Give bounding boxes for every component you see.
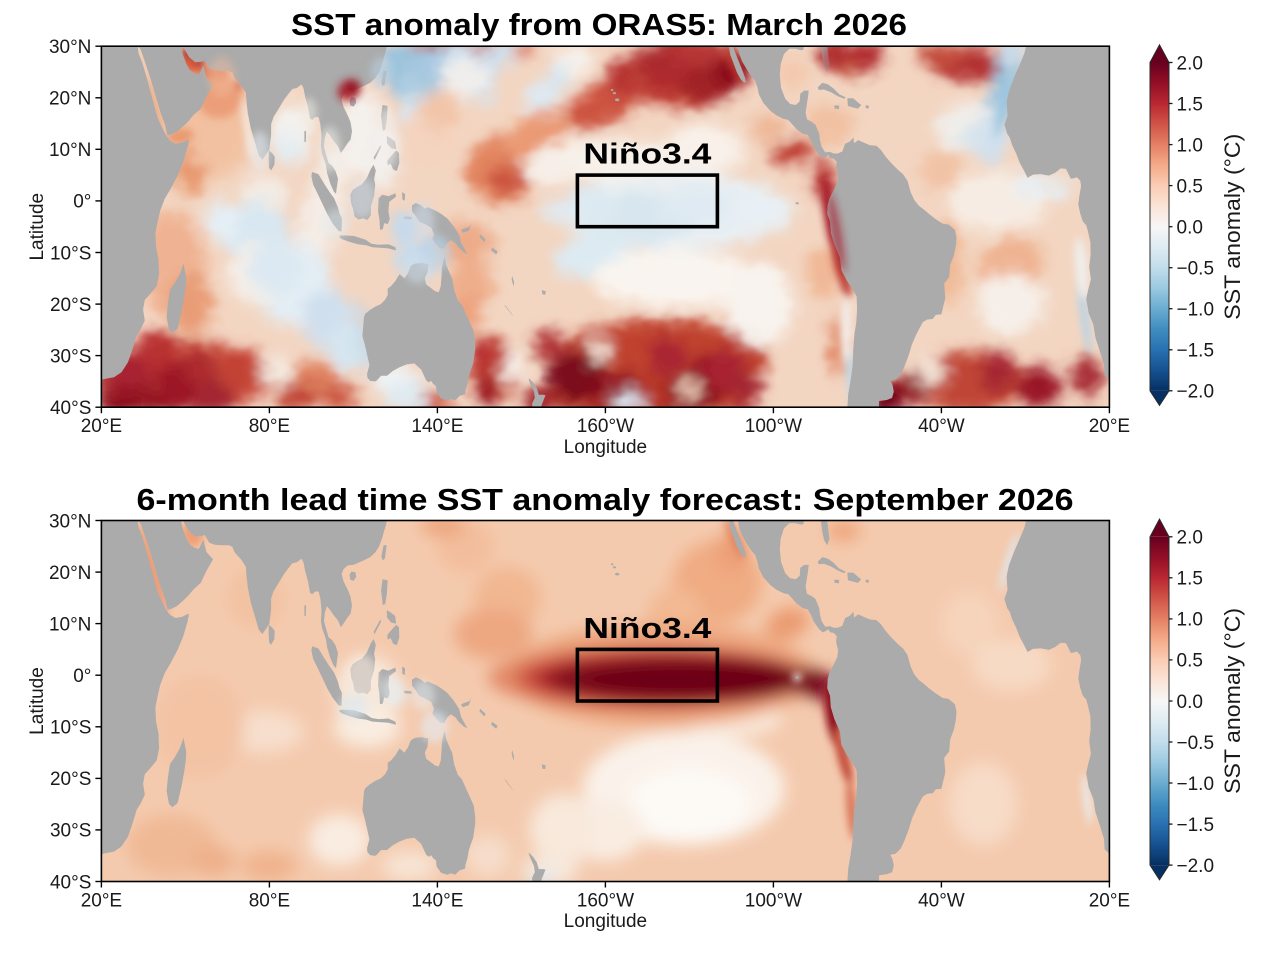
svg-text:20°N: 20°N	[49, 89, 91, 110]
svg-text:40°S: 40°S	[50, 398, 91, 419]
svg-text:0.5: 0.5	[1177, 176, 1203, 197]
svg-text:Latitude: Latitude	[27, 667, 48, 735]
svg-text:100°W: 100°W	[745, 890, 802, 911]
svg-text:1.0: 1.0	[1177, 135, 1203, 156]
svg-text:140°E: 140°E	[411, 416, 463, 437]
svg-text:30°N: 30°N	[49, 37, 91, 58]
svg-text:1.5: 1.5	[1177, 94, 1203, 115]
svg-text:30°N: 30°N	[49, 511, 91, 532]
svg-text:−0.5: −0.5	[1177, 733, 1215, 754]
svg-text:0.5: 0.5	[1177, 651, 1203, 672]
svg-text:80°E: 80°E	[249, 890, 290, 911]
svg-text:20°S: 20°S	[50, 295, 91, 316]
svg-text:SST anomaly (°C): SST anomaly (°C)	[1220, 134, 1245, 320]
svg-text:20°E: 20°E	[1089, 416, 1130, 437]
svg-text:−0.5: −0.5	[1177, 259, 1215, 280]
svg-text:1.5: 1.5	[1177, 569, 1203, 590]
svg-text:20°N: 20°N	[49, 563, 91, 584]
svg-text:0.0: 0.0	[1177, 218, 1203, 239]
svg-text:10°N: 10°N	[49, 614, 91, 635]
svg-text:2.0: 2.0	[1177, 528, 1203, 549]
svg-text:20°S: 20°S	[50, 769, 91, 790]
svg-text:−1.5: −1.5	[1177, 341, 1215, 362]
svg-text:40°W: 40°W	[918, 890, 965, 911]
svg-text:80°E: 80°E	[249, 416, 290, 437]
svg-text:−2.0: −2.0	[1177, 856, 1215, 877]
svg-text:1.0: 1.0	[1177, 610, 1203, 631]
svg-text:0°: 0°	[73, 192, 91, 213]
svg-text:−2.0: −2.0	[1177, 382, 1215, 403]
svg-text:140°E: 140°E	[411, 890, 463, 911]
svg-text:6-month lead time SST anomaly: 6-month lead time SST anomaly forecast: …	[137, 482, 1074, 517]
svg-text:0.0: 0.0	[1177, 692, 1203, 713]
svg-text:10°S: 10°S	[50, 718, 91, 739]
svg-text:2.0: 2.0	[1177, 53, 1203, 74]
svg-text:0°: 0°	[73, 666, 91, 687]
svg-text:20°E: 20°E	[1089, 890, 1130, 911]
svg-text:100°W: 100°W	[745, 416, 802, 437]
svg-text:SST anomaly from ORAS5: March: SST anomaly from ORAS5: March 2026	[291, 7, 907, 42]
svg-text:20°E: 20°E	[81, 890, 122, 911]
svg-text:−1.0: −1.0	[1177, 774, 1215, 795]
svg-text:40°W: 40°W	[918, 416, 965, 437]
svg-text:Niño3.4: Niño3.4	[583, 139, 711, 171]
svg-text:20°E: 20°E	[81, 416, 122, 437]
svg-text:160°W: 160°W	[577, 890, 634, 911]
svg-text:40°S: 40°S	[50, 872, 91, 893]
svg-text:Niño3.4: Niño3.4	[583, 613, 711, 645]
svg-text:30°S: 30°S	[50, 821, 91, 842]
svg-text:Latitude: Latitude	[27, 193, 48, 261]
svg-text:Longitude: Longitude	[564, 437, 647, 458]
svg-text:30°S: 30°S	[50, 346, 91, 367]
svg-text:−1.5: −1.5	[1177, 815, 1215, 836]
svg-text:160°W: 160°W	[577, 416, 634, 437]
svg-text:Longitude: Longitude	[564, 911, 647, 932]
svg-text:−1.0: −1.0	[1177, 300, 1215, 321]
svg-text:SST anomaly (°C): SST anomaly (°C)	[1220, 608, 1245, 794]
svg-text:10°N: 10°N	[49, 140, 91, 161]
svg-text:10°S: 10°S	[50, 243, 91, 264]
